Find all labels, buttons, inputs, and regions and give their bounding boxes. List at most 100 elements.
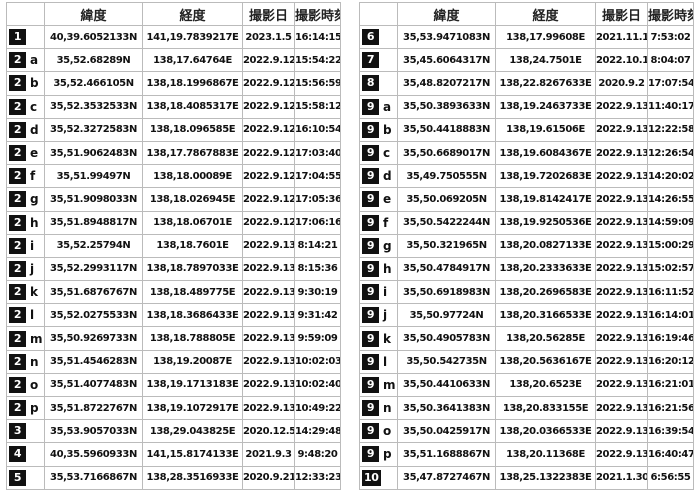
table-row: 2 e 35,51.9062483N 138,17.7867883E 2022.9.12… bbox=[6, 140, 341, 166]
cell-lon: 138,29.043825E bbox=[142, 419, 243, 444]
table-row: 9 f 35,50.5422244N 138,19.9250536E 2022.9.13… bbox=[359, 210, 694, 235]
point-sub: m bbox=[30, 331, 43, 346]
cell-lon: 138,19.9250536E bbox=[495, 210, 596, 235]
cell-lon: 138,19.8142417E bbox=[495, 187, 596, 212]
point-sub: p bbox=[383, 447, 392, 462]
cell-time: 14:29:48 bbox=[294, 419, 341, 444]
cell-time: 16:14:01 bbox=[647, 303, 694, 328]
cell-lat: 35,50.4905783N bbox=[397, 326, 496, 351]
point-label: 8 bbox=[359, 71, 398, 96]
cell-date: 2022.9.12 bbox=[242, 187, 295, 212]
cell-lat: 35,50.4418883N bbox=[397, 117, 496, 142]
table-row: 2 b 35,52.466105N 138,18.1996867E 2022.9.12 1… bbox=[6, 71, 341, 96]
point-number: 9 bbox=[362, 121, 379, 138]
cell-time: 15:58:12 bbox=[294, 94, 341, 119]
cell-date: 2021.9.3 bbox=[242, 442, 295, 467]
cell-lat: 35,51.8948817N bbox=[44, 210, 143, 235]
table-row: 9 o 35,50.0425917N 138,20.0366533E 2022.9.13… bbox=[359, 419, 694, 444]
cell-lon: 138,18.026945E bbox=[142, 187, 243, 212]
point-number: 2 bbox=[9, 330, 26, 347]
cell-time: 7:53:02 bbox=[647, 24, 694, 50]
cell-date: 2022.10.16 bbox=[595, 48, 648, 73]
cell-date: 2022.9.13 bbox=[595, 117, 648, 142]
table-row: 9 m 35,50.4410633N 138,20.6523E 2022.9.13 16:… bbox=[359, 372, 694, 398]
cell-date: 2023.1.5 bbox=[242, 24, 295, 50]
cell-lon: 138,19.61506E bbox=[495, 117, 596, 142]
point-sub: m bbox=[383, 377, 396, 392]
point-number: 2 bbox=[9, 214, 26, 231]
cell-lon: 138,18.7601E bbox=[142, 233, 243, 258]
point-number: 2 bbox=[9, 400, 26, 417]
point-number: 2 bbox=[9, 75, 26, 92]
coordinate-table: 緯度経度撮影日撮影時刻635,53.9471083N138,17.99608E2… bbox=[359, 2, 694, 490]
cell-time: 10:49:22 bbox=[294, 395, 341, 421]
cell-time: 16:10:54 bbox=[294, 117, 341, 142]
point-number: 9 bbox=[362, 423, 379, 440]
point-sub: a bbox=[30, 53, 38, 68]
table-row: 2 c 35,52.3532533N 138,18.4085317E 2022.9.12… bbox=[6, 94, 341, 119]
cell-date: 2022.9.13 bbox=[242, 349, 295, 374]
point-label: 3 bbox=[6, 419, 45, 444]
table-row: 9 k 35,50.4905783N 138,20.56285E 2022.9.13 16… bbox=[359, 326, 694, 351]
cell-lat: 35,51.9098033N bbox=[44, 187, 143, 212]
point-sub: f bbox=[30, 169, 35, 184]
cell-lon: 138,20.56285E bbox=[495, 326, 596, 351]
cell-time: 17:05:36 bbox=[294, 187, 341, 212]
cell-lon: 138,25.1322383E bbox=[495, 465, 596, 490]
cell-lat: 35,52.25794N bbox=[44, 233, 143, 258]
point-number: 9 bbox=[362, 284, 379, 301]
cell-lat: 35,50.6918983N bbox=[397, 280, 496, 305]
cell-lat: 35,52.466105N bbox=[44, 71, 143, 96]
cell-date: 2022.9.13 bbox=[242, 233, 295, 258]
table-row: 9 c 35,50.6689017N 138,19.6084367E 2022.9.13… bbox=[359, 140, 694, 166]
cell-date: 2022.9.13 bbox=[242, 395, 295, 421]
cell-lat: 35,52.2993117N bbox=[44, 256, 143, 282]
table-row: 6 35,53.9471083N138,17.99608E2021.11.147:… bbox=[359, 24, 694, 50]
cell-date: 2021.11.14 bbox=[595, 24, 648, 50]
cell-time: 16:39:54 bbox=[647, 419, 694, 444]
cell-lat: 35,51.99497N bbox=[44, 164, 143, 189]
cell-date: 2022.9.12 bbox=[242, 71, 295, 96]
header-cell: 撮影日 bbox=[242, 2, 295, 26]
cell-time: 15:56:59 bbox=[294, 71, 341, 96]
cell-time: 17:07:54 bbox=[647, 71, 694, 96]
header-cell: 緯度 bbox=[397, 2, 496, 26]
point-sub: b bbox=[383, 122, 392, 137]
point-number: 2 bbox=[9, 284, 26, 301]
point-sub: o bbox=[383, 424, 391, 439]
cell-time: 9:48:20 bbox=[294, 442, 341, 467]
cell-lat: 35,53.9057033N bbox=[44, 419, 143, 444]
point-number: 9 bbox=[362, 376, 379, 393]
point-number: 9 bbox=[362, 214, 379, 231]
cell-lon: 138,20.3166533E bbox=[495, 303, 596, 328]
cell-lat: 35,53.7166867N bbox=[44, 465, 143, 490]
cell-lon: 138,18.06701E bbox=[142, 210, 243, 235]
cell-time: 17:04:55 bbox=[294, 164, 341, 189]
point-number: 9 bbox=[362, 260, 379, 277]
point-sub: n bbox=[383, 401, 392, 416]
table-row: 9 g 35,50.321965N 138,20.0827133E 2022.9.13 1… bbox=[359, 233, 694, 258]
cell-date: 2022.9.13 bbox=[242, 303, 295, 328]
table-row: 5 35,53.7166867N 138,28.3516933E 2020.9.21 1… bbox=[6, 465, 341, 490]
point-label: 7 bbox=[359, 48, 398, 73]
cell-date: 2022.9.13 bbox=[595, 140, 648, 166]
point-number: 6 bbox=[362, 29, 379, 46]
cell-date: 2022.9.12 bbox=[242, 117, 295, 142]
cell-date: 2022.9.13 bbox=[595, 164, 648, 189]
cell-time: 16:40:47 bbox=[647, 442, 694, 467]
cell-time: 16:21:01 bbox=[647, 372, 694, 398]
